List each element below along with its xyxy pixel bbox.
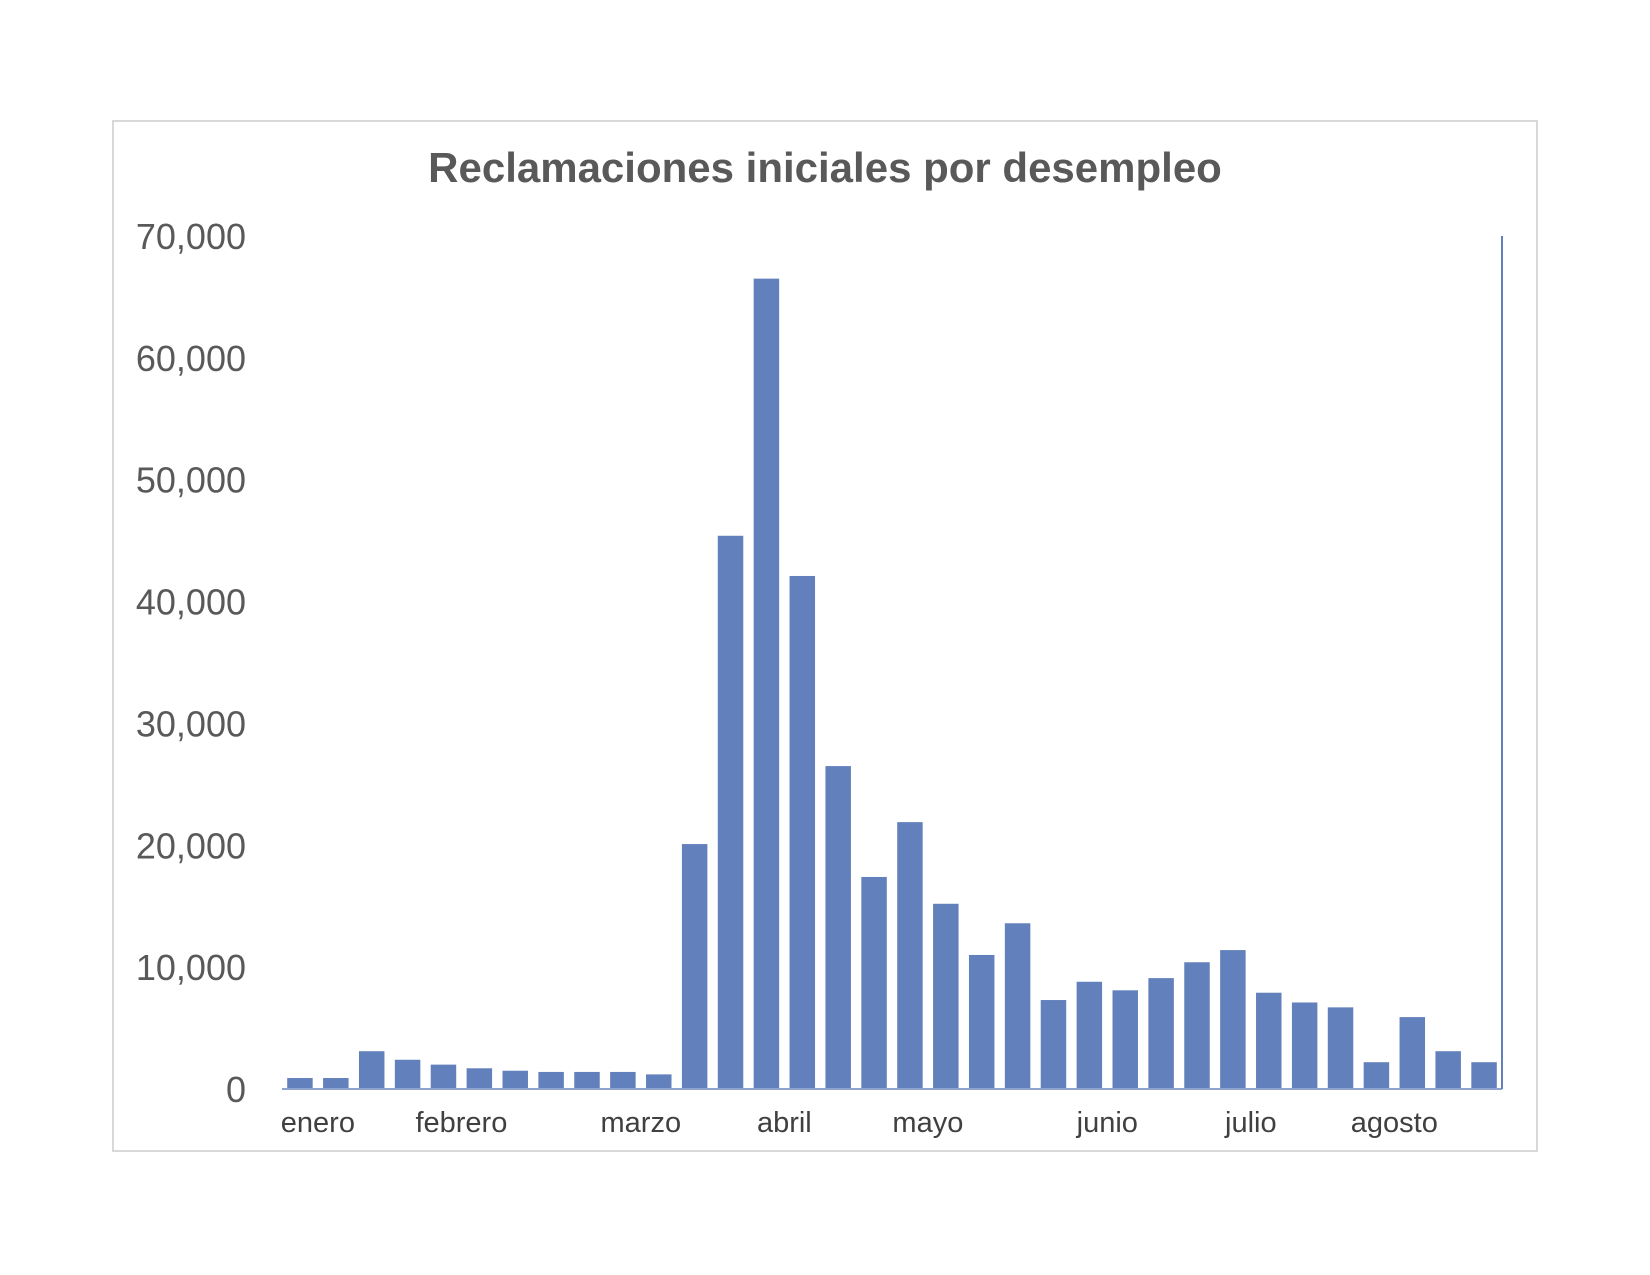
bars [287,278,1497,1089]
bar [1112,990,1138,1089]
bar [1363,1062,1390,1089]
x-tick-label: junio [1076,1107,1138,1139]
bar [323,1078,349,1089]
x-axis-ticks: enero febrero marzo abril mayo junio julio agos… [281,1107,1438,1139]
x-tick-label: julio [1224,1107,1277,1139]
y-tick-label: 70,000 [136,216,246,257]
bar [1256,992,1282,1089]
bar [394,1059,421,1089]
bar [933,903,959,1089]
bar [358,1051,385,1089]
x-tick-label: abril [757,1107,812,1139]
bar [574,1071,600,1089]
bar [897,822,923,1089]
y-tick-label: 0 [226,1069,246,1110]
y-tick-label: 40,000 [136,582,246,623]
x-tick-label: agosto [1351,1107,1438,1139]
bar [287,1078,313,1089]
y-tick-label: 60,000 [136,338,246,379]
bar [861,876,887,1089]
chart-frame [112,120,1538,1152]
bar [610,1071,636,1089]
x-tick-label: marzo [601,1107,682,1139]
y-tick-label: 50,000 [136,460,246,501]
bar [1076,981,1103,1089]
bar [502,1070,528,1089]
y-tick-label: 20,000 [136,825,246,866]
bar [753,278,780,1089]
bar [1004,923,1031,1089]
axes [282,236,1503,1090]
bar [538,1071,564,1089]
bar [1471,1062,1497,1089]
bar [789,575,816,1089]
bar [681,844,708,1089]
bar [1327,1007,1354,1089]
x-tick-label: enero [281,1107,355,1139]
bar [1291,1002,1318,1089]
x-tick-label: mayo [892,1107,963,1139]
x-tick-label: febrero [415,1107,507,1139]
chart-title: Reclamaciones iniciales por desempleo [428,144,1222,191]
y-axis-ticks: 0 10,000 20,000 30,000 40,000 50,000 60,000 70,… [136,216,246,1110]
bar [1040,1000,1067,1089]
bar [646,1074,672,1089]
y-tick-label: 30,000 [136,703,246,744]
bar [1220,950,1246,1089]
bar [466,1068,493,1089]
bar [717,535,744,1089]
bar [1148,978,1174,1089]
bar [1435,1051,1461,1089]
bar [968,954,995,1089]
bar [1399,1017,1426,1089]
bar [1184,962,1210,1089]
bar [825,766,851,1089]
y-tick-label: 10,000 [136,947,246,988]
bar [430,1064,457,1089]
